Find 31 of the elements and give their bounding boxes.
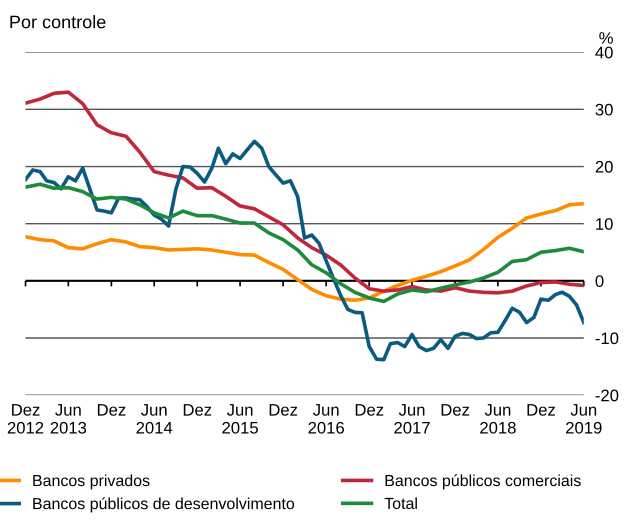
x-tick-label: Jun 2017 [394,404,430,434]
x-tick-label: Dez [356,404,384,416]
legend-label: Bancos públicos comerciais [386,474,581,490]
legend-label: Total [384,497,417,510]
x-tick-label: Dez [442,404,470,416]
line-series [26,182,584,304]
y-tick-label: 20 [596,160,613,173]
x-tick-label: Dez [270,404,298,416]
line-series [26,90,584,295]
x-tick-label: Dez [184,404,212,416]
line-series [26,140,584,362]
y-tick-label: 0 [596,275,604,288]
y-tick-label: 30 [596,104,613,116]
x-tick-label: Jun 2013 [50,404,86,434]
line-series [26,202,584,302]
chart-title: Por controle [10,15,106,28]
y-axis-title: % [599,32,613,44]
x-tick-label: Jun 2015 [222,404,258,434]
y-tick-label: 10 [596,218,613,230]
x-tick-label: Jun 2014 [136,404,172,434]
x-tick-label: Dez 2012 [8,404,44,434]
x-tick-label: Jun 2019 [566,404,602,434]
x-tick-label: Jun 2018 [480,404,516,434]
legend-label: Bancos privados [33,474,150,490]
x-tick-label: Dez [98,404,126,416]
y-tick-label: -20 [596,390,618,402]
legend-label: Bancos públicos de desenvolvimento [33,497,294,512]
y-tick-label: -10 [596,332,618,344]
y-tick-label: 40 [595,46,613,58]
x-tick-label: Jun 2016 [308,404,344,434]
x-tick-label: Dez [528,404,555,416]
